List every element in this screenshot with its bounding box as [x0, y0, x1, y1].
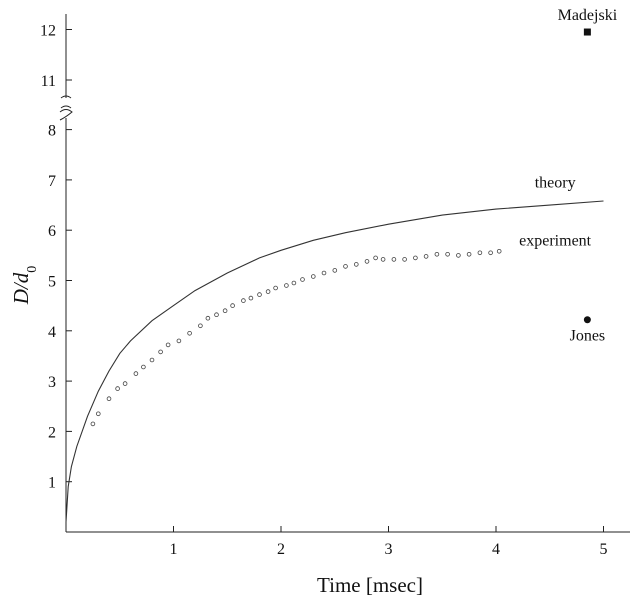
data-point-experiment: [149, 357, 155, 363]
annotation-jones: Jones: [570, 316, 606, 345]
data-point-experiment: [198, 323, 203, 329]
data-point-experiment: [90, 421, 96, 427]
data-point-experiment: [133, 371, 139, 376]
data-point-experiment: [265, 289, 271, 294]
series-line-theory: [65, 200, 604, 522]
data-point-experiment: [353, 262, 359, 267]
data-point-experiment: [456, 253, 461, 258]
axes: [59, 14, 630, 533]
x-tick-label: 5: [600, 541, 608, 558]
y-axis-title-main: D/d: [9, 272, 33, 305]
y-tick-label: 8: [48, 123, 56, 140]
data-point-experiment: [222, 308, 228, 314]
y-axis-title-subscript: 0: [25, 266, 40, 273]
madejski-marker: [583, 28, 591, 36]
y-tick-label: 5: [48, 274, 56, 291]
data-point-experiment: [214, 312, 219, 318]
data-point-experiment: [445, 252, 450, 257]
data-point-experiment: [176, 338, 182, 344]
y-axis-title: D/d0: [9, 266, 40, 306]
data-point-experiment: [413, 255, 418, 261]
data-point-experiment: [373, 255, 378, 261]
data-point-experiment: [466, 252, 472, 257]
data-point-experiment: [391, 257, 397, 262]
x-tick-label: 2: [277, 541, 285, 558]
y-tick-label: 12: [40, 23, 56, 40]
annotation-label: Madejski: [558, 7, 618, 24]
data-point-experiment: [284, 283, 289, 288]
data-point-experiment: [122, 381, 128, 386]
data-point-experiment: [141, 364, 146, 370]
data-point-experiment: [321, 270, 327, 276]
annotation-label: theory: [535, 174, 576, 191]
x-tick-label: 4: [492, 541, 500, 558]
annotation-madejski: Madejski: [558, 7, 618, 36]
y-tick-label: 2: [48, 424, 56, 441]
data-point-experiment: [332, 268, 338, 273]
y-tick-label: 1: [48, 475, 56, 492]
data-point-experiment: [423, 254, 429, 259]
annotation-theory: theory: [535, 174, 576, 191]
data-point-experiment: [343, 264, 348, 269]
data-point-experiment: [488, 250, 493, 256]
y-tick-label: 3: [48, 374, 56, 391]
data-point-experiment: [310, 274, 316, 279]
data-point-experiment: [96, 411, 101, 417]
data-point-experiment: [380, 257, 386, 262]
data-point-experiment: [106, 396, 112, 402]
data-point-experiment: [477, 250, 483, 256]
y-tick-label: 4: [48, 324, 56, 341]
data-point-experiment: [496, 249, 502, 254]
data-point-experiment: [165, 342, 171, 348]
y-tick-label: 7: [48, 173, 56, 190]
data-point-experiment: [205, 315, 211, 321]
y-tick-label: 11: [41, 73, 56, 90]
data-point-experiment: [230, 303, 235, 308]
annotation-label: Jones: [570, 328, 606, 345]
data-point-experiment: [434, 252, 440, 257]
annotation-experiment: experiment: [519, 232, 592, 249]
x-tick-label: 1: [170, 541, 178, 558]
jones-marker: [583, 316, 591, 324]
data-point-experiment: [115, 386, 120, 391]
data-point-experiment: [187, 330, 192, 336]
series-layer: [65, 200, 604, 522]
annotations: theory experiment Madejski Jones: [519, 7, 618, 345]
data-point-experiment: [158, 349, 163, 355]
data-point-experiment: [402, 257, 407, 262]
data-point-experiment: [291, 280, 297, 286]
series-points-experiment: [90, 249, 502, 427]
data-point-experiment: [241, 298, 246, 303]
data-point-experiment: [300, 277, 305, 282]
data-point-experiment: [273, 285, 278, 291]
x-tick-label: 3: [385, 541, 393, 558]
data-point-experiment: [364, 259, 370, 264]
axis-break-squiggle: [59, 109, 73, 121]
data-point-experiment: [248, 295, 254, 301]
axis-break-mark: [60, 95, 72, 109]
x-axis-title: Time [msec]: [317, 573, 423, 597]
y-tick-label: 6: [48, 223, 56, 240]
annotation-label: experiment: [519, 232, 592, 249]
data-point-experiment: [257, 292, 262, 297]
